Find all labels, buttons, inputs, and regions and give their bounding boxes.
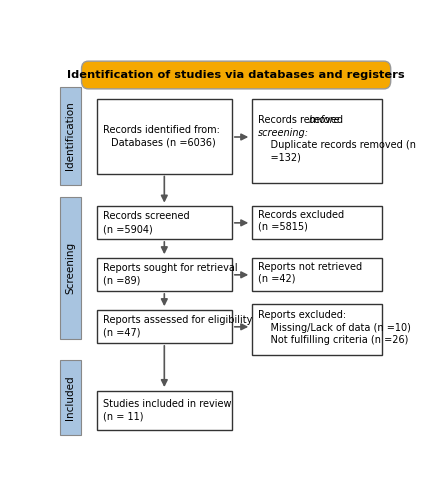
Text: Records excluded: Records excluded bbox=[258, 210, 344, 220]
FancyBboxPatch shape bbox=[60, 196, 81, 339]
FancyBboxPatch shape bbox=[252, 98, 382, 183]
FancyBboxPatch shape bbox=[97, 98, 232, 174]
FancyBboxPatch shape bbox=[252, 258, 382, 291]
Text: Reports sought for retrieval: Reports sought for retrieval bbox=[103, 264, 238, 274]
FancyBboxPatch shape bbox=[252, 206, 382, 239]
Text: Databases (n =6036): Databases (n =6036) bbox=[111, 138, 216, 147]
Text: (n =42): (n =42) bbox=[258, 274, 296, 284]
FancyBboxPatch shape bbox=[97, 258, 232, 291]
Text: Identification: Identification bbox=[65, 102, 75, 170]
Text: Missing/Lack of data (n =10): Missing/Lack of data (n =10) bbox=[258, 322, 411, 332]
Text: (n = 11): (n = 11) bbox=[103, 412, 143, 422]
Text: Identification of studies via databases and registers: Identification of studies via databases … bbox=[67, 70, 405, 80]
Text: =132): =132) bbox=[258, 152, 301, 162]
Text: Records identified from:: Records identified from: bbox=[103, 124, 220, 134]
FancyBboxPatch shape bbox=[252, 304, 382, 354]
Text: Reports not retrieved: Reports not retrieved bbox=[258, 262, 362, 272]
Text: Reports assessed for eligibility: Reports assessed for eligibility bbox=[103, 316, 252, 326]
Text: Duplicate records removed (n: Duplicate records removed (n bbox=[258, 140, 416, 150]
Text: (n =5904): (n =5904) bbox=[103, 224, 153, 234]
FancyBboxPatch shape bbox=[60, 360, 81, 436]
Text: Records removed: Records removed bbox=[258, 116, 346, 126]
FancyBboxPatch shape bbox=[97, 310, 232, 343]
Text: (n =47): (n =47) bbox=[103, 328, 140, 338]
Text: (n =5815): (n =5815) bbox=[258, 222, 308, 232]
FancyBboxPatch shape bbox=[97, 391, 232, 430]
Text: screening:: screening: bbox=[258, 128, 309, 138]
Text: Included: Included bbox=[65, 376, 75, 420]
FancyBboxPatch shape bbox=[82, 61, 391, 89]
FancyBboxPatch shape bbox=[97, 206, 232, 239]
FancyBboxPatch shape bbox=[60, 87, 81, 185]
Text: before: before bbox=[308, 116, 340, 126]
Text: (n =89): (n =89) bbox=[103, 276, 140, 286]
Text: Not fulfilling criteria (n =26): Not fulfilling criteria (n =26) bbox=[258, 335, 409, 345]
Text: Records screened: Records screened bbox=[103, 212, 190, 222]
Text: Reports excluded:: Reports excluded: bbox=[258, 310, 346, 320]
Text: Screening: Screening bbox=[65, 242, 75, 294]
Text: Studies included in review: Studies included in review bbox=[103, 399, 232, 409]
